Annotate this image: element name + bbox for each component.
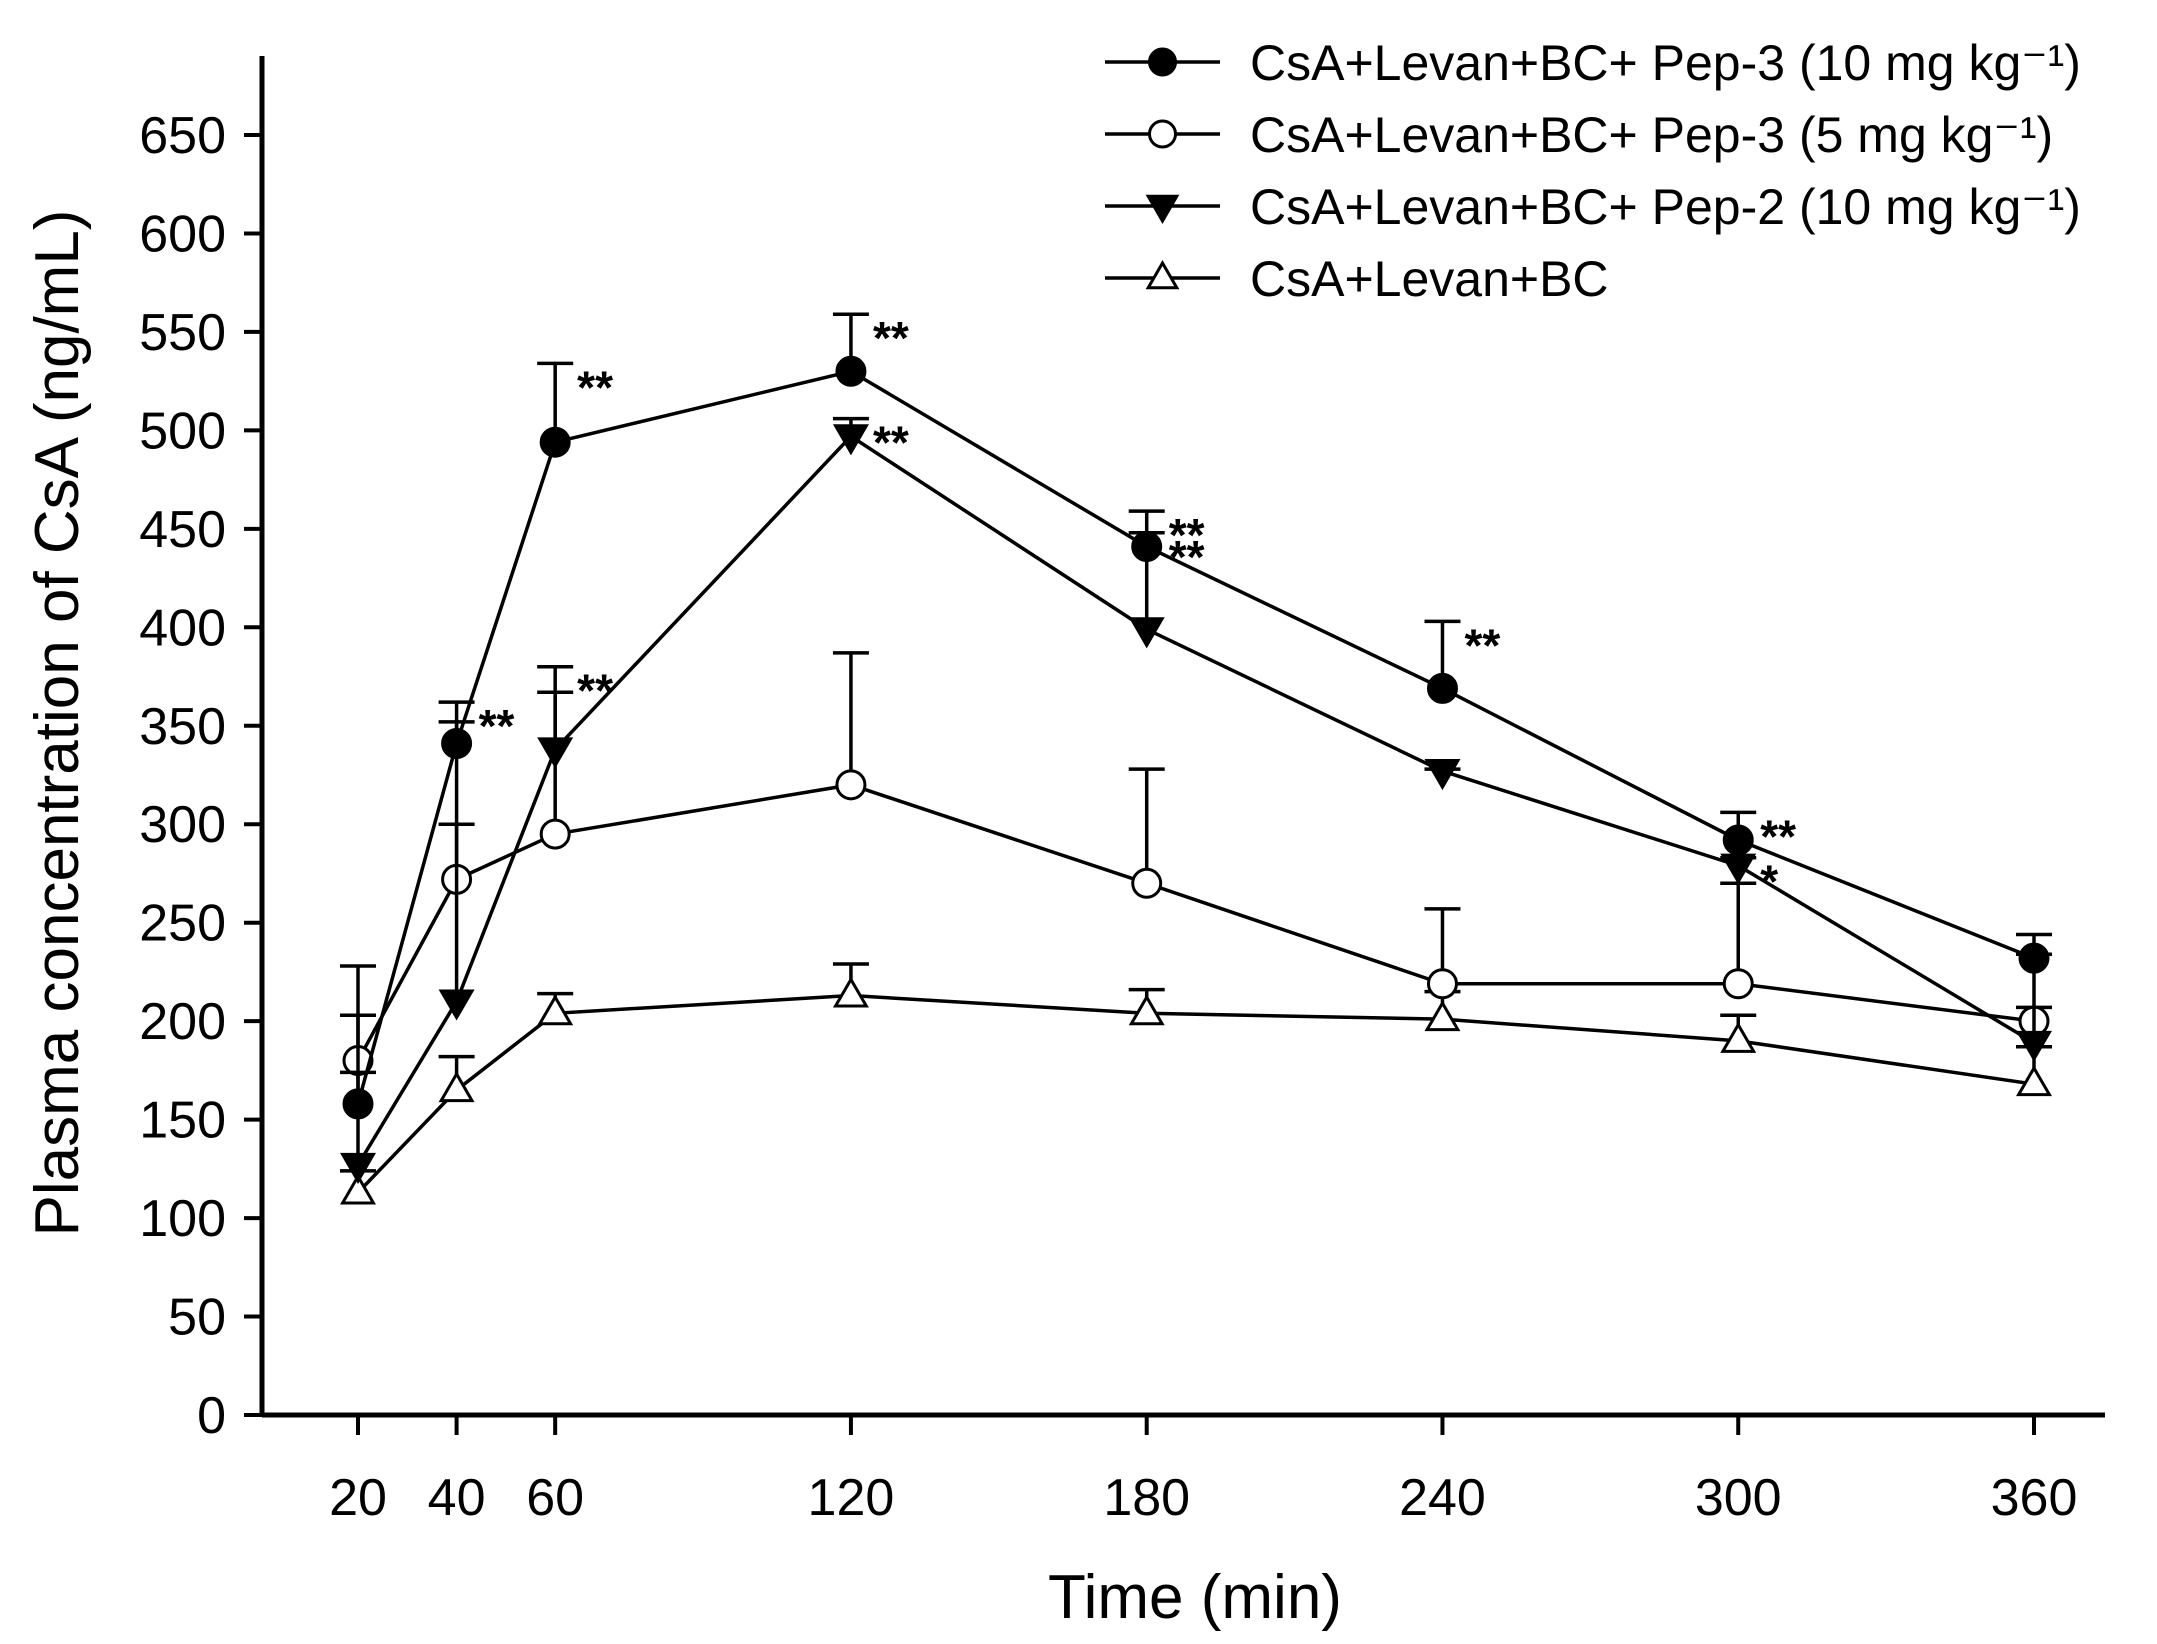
- legend-marker: [1145, 260, 1180, 290]
- data-point: [1426, 672, 1458, 704]
- data-point: [1128, 617, 1165, 649]
- data-point: [339, 1152, 377, 1185]
- x-tick-label: 120: [808, 1469, 895, 1527]
- y-tick-label: 150: [139, 1092, 226, 1150]
- data-point: [832, 976, 869, 1008]
- data-point: [1131, 867, 1163, 899]
- y-tick-label: 600: [139, 205, 226, 263]
- data-point: [438, 989, 475, 1021]
- y-tick-label: 350: [139, 698, 226, 756]
- data-point: [339, 1173, 377, 1205]
- data-point: [441, 727, 473, 759]
- legend-item: CsA+Levan+BC: [1105, 251, 1609, 307]
- y-tick-label: 450: [139, 501, 226, 559]
- legend: CsA+Levan+BC+ Pep-3 (10 mg kg⁻¹) CsA+Leva…: [1105, 35, 2081, 307]
- data-point: [1722, 968, 1754, 1000]
- data-point: [537, 994, 574, 1026]
- data-point: [1722, 824, 1754, 856]
- data-point: [2015, 1065, 2053, 1097]
- y-tick-label: 100: [139, 1190, 226, 1248]
- data-point: [1720, 853, 1757, 885]
- y-tick-label: 200: [139, 993, 226, 1051]
- legend-label: CsA+Levan+BC+ Pep-3 (5 mg kg⁻¹): [1250, 107, 2053, 163]
- data-point: [1131, 531, 1163, 563]
- series-0: [340, 312, 2052, 1120]
- y-tick-label: 300: [139, 796, 226, 854]
- legend-item: CsA+Levan+BC+ Pep-2 (10 mg kg⁻¹): [1105, 179, 2081, 235]
- axes: 0 50 100 150 200 250 300 350 400 450 500 550 600 650 2…: [139, 56, 2105, 1527]
- x-tick-label: 20: [329, 1469, 387, 1527]
- legend-marker: [1148, 119, 1177, 149]
- data-point: [537, 737, 574, 769]
- significance-label: **: [1169, 531, 1205, 583]
- data-point: [1426, 968, 1458, 1000]
- legend-item: CsA+Levan+BC+ Pep-3 (5 mg kg⁻¹): [1105, 107, 2053, 163]
- y-axis-title: Plasma concentration of CsA (ng/mL): [23, 210, 92, 1237]
- significance-label: **: [577, 665, 613, 717]
- x-tick-label: 40: [428, 1469, 486, 1527]
- x-tick-label: 360: [1991, 1469, 2078, 1527]
- data-point: [835, 355, 867, 387]
- significance-label: **: [1169, 509, 1205, 561]
- data-point: [1128, 994, 1165, 1026]
- series-line: [356, 993, 2035, 1194]
- significance-label: **: [873, 312, 909, 364]
- y-tick-label: 50: [168, 1289, 226, 1347]
- data-point: [835, 769, 867, 801]
- significance-label: **: [1760, 810, 1796, 862]
- y-tick-label: 0: [197, 1387, 226, 1445]
- y-tick-label: 500: [139, 402, 226, 460]
- data-point: [1720, 1021, 1757, 1053]
- significance-label: **: [577, 361, 613, 413]
- series-1: [340, 651, 2052, 1077]
- y-tick-label: 250: [139, 895, 226, 953]
- data-point: [539, 818, 571, 850]
- x-tick-label: 300: [1695, 1469, 1782, 1527]
- y-tick-label: 550: [139, 304, 226, 362]
- data-point: [832, 424, 869, 456]
- x-tick-label: 180: [1103, 1469, 1190, 1527]
- legend-label: CsA+Levan+BC: [1250, 251, 1609, 307]
- significance-label: **: [479, 700, 515, 752]
- data-point: [1424, 1000, 1461, 1032]
- significance-label: **: [1464, 619, 1500, 671]
- x-tick-label: 60: [526, 1469, 584, 1527]
- data-point: [539, 426, 571, 458]
- data-point: [438, 1070, 475, 1103]
- data-point: [2015, 1030, 2053, 1062]
- legend-label: CsA+Levan+BC+ Pep-3 (10 mg kg⁻¹): [1250, 35, 2081, 91]
- series-line: [356, 434, 2035, 1166]
- data-point: [1424, 759, 1461, 791]
- x-axis-title: Time (min): [1048, 1563, 1342, 1632]
- x-tick-label: 240: [1399, 1469, 1486, 1527]
- series-3: [339, 962, 2053, 1205]
- series-2: [339, 416, 2053, 1185]
- significance-label: *: [1760, 856, 1778, 908]
- series-layer: [339, 312, 2053, 1205]
- data-point: [2018, 942, 2050, 974]
- series-line: [356, 783, 2035, 1062]
- legend-marker: [1148, 47, 1177, 77]
- y-tick-label: 400: [139, 599, 226, 657]
- legend-marker: [1145, 194, 1180, 224]
- series-line: [356, 369, 2035, 1105]
- data-point: [342, 1088, 374, 1120]
- y-tick-label: 650: [139, 107, 226, 165]
- legend-label: CsA+Levan+BC+ Pep-2 (10 mg kg⁻¹): [1250, 179, 2081, 235]
- significance-layer: *******************: [479, 312, 1797, 908]
- significance-label: **: [873, 417, 909, 469]
- legend-item: CsA+Levan+BC+ Pep-3 (10 mg kg⁻¹): [1105, 35, 2081, 91]
